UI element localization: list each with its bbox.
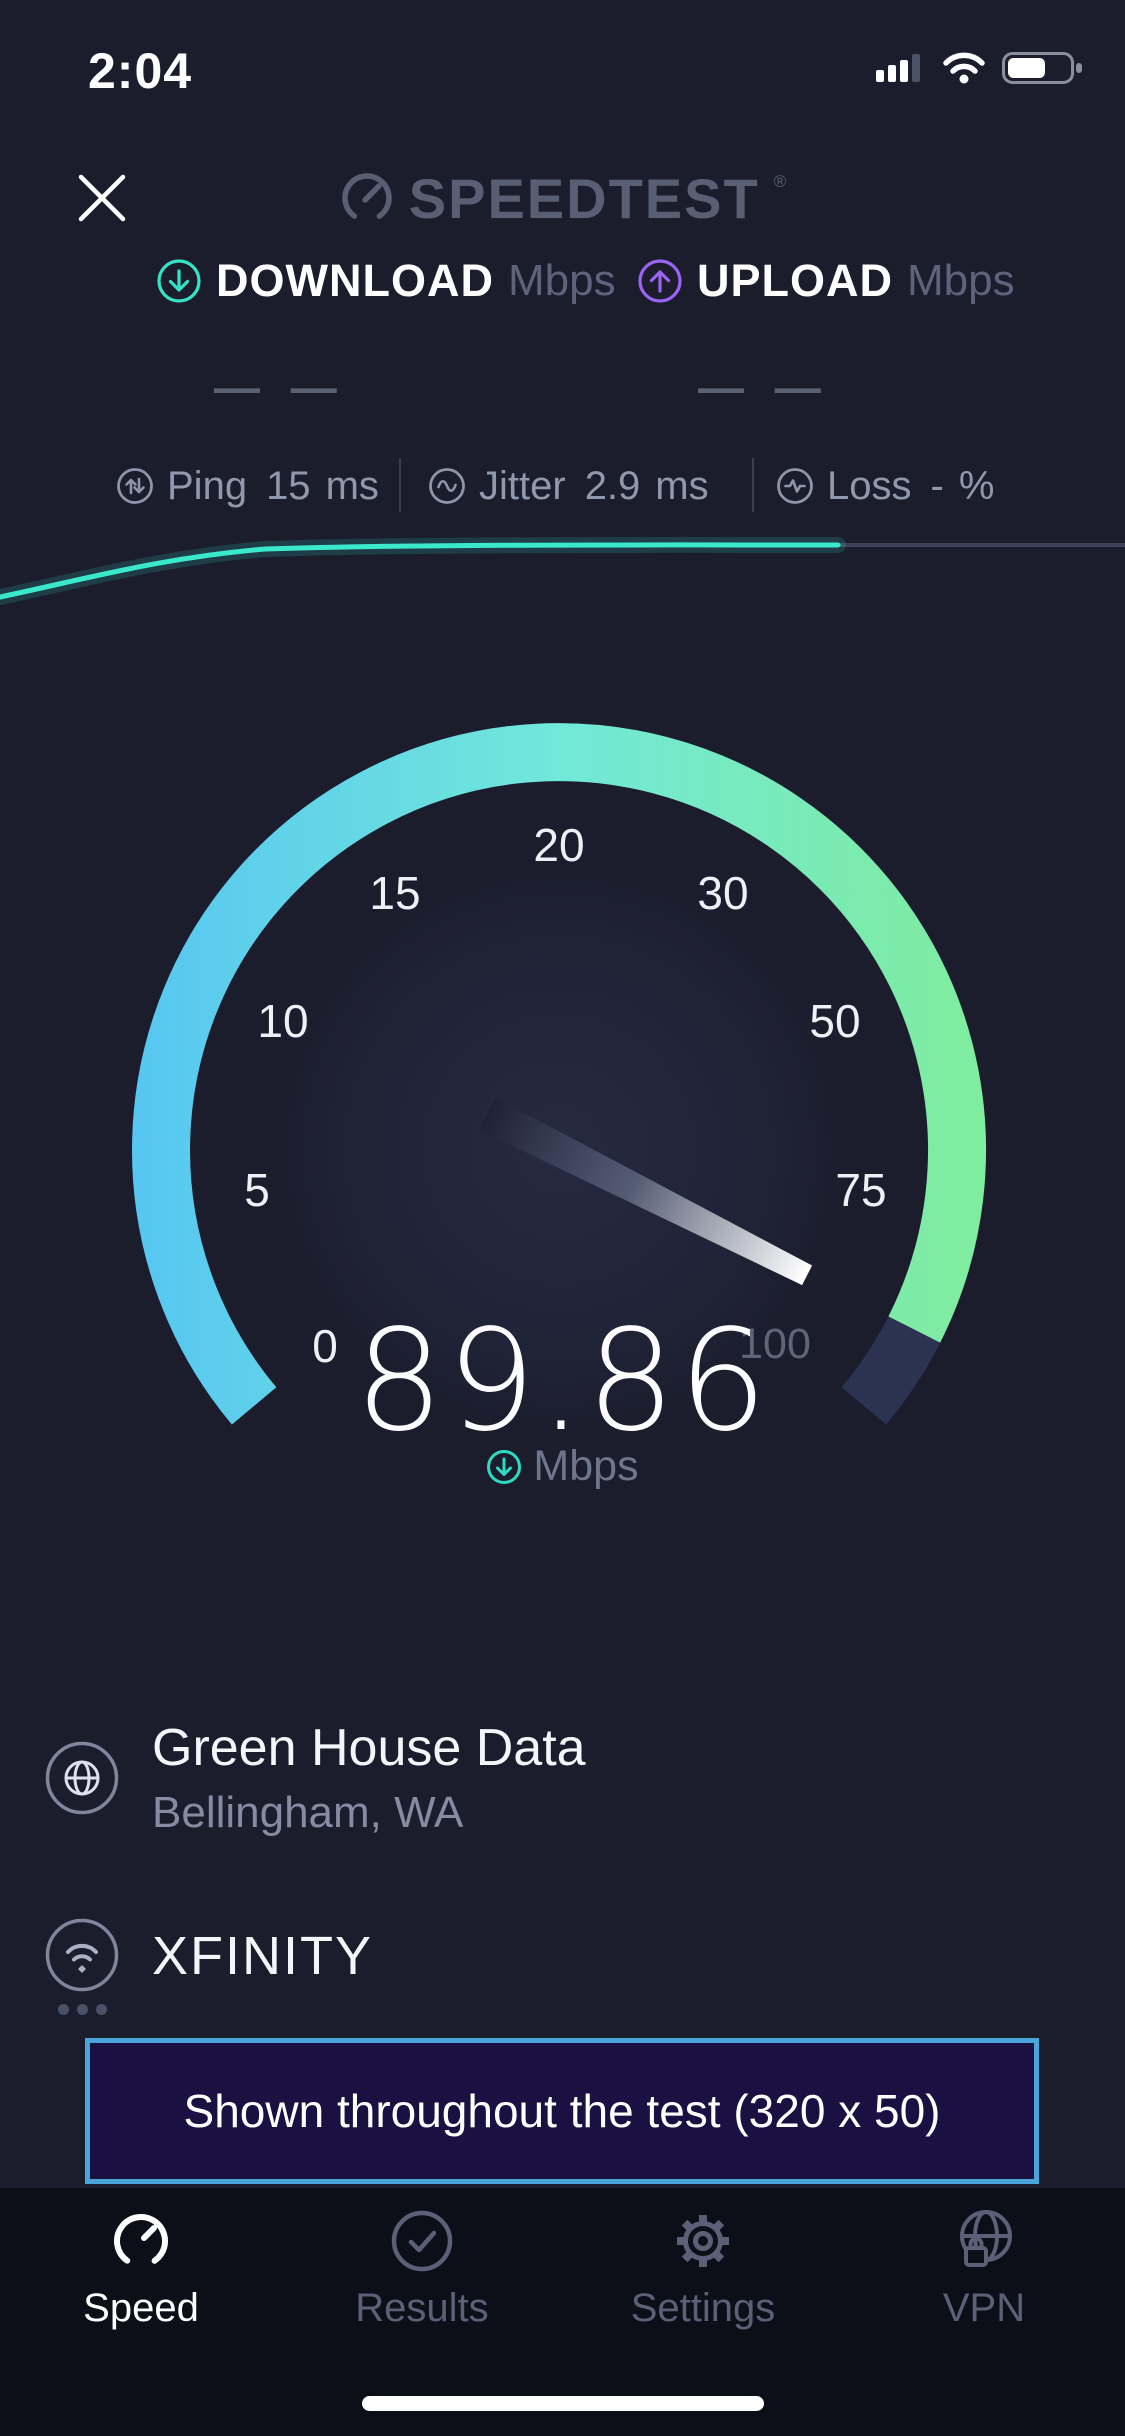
upload-label: UPLOAD — [697, 255, 893, 306]
current-speed-unit: Mbps — [533, 1442, 639, 1490]
gauge-tick-10: 10 — [257, 995, 308, 1047]
server-name: Green House Data — [152, 1719, 586, 1777]
ping-label: Ping — [167, 463, 248, 508]
logo-wordmark: SPEEDTEST — [408, 166, 760, 230]
battery-icon — [1002, 52, 1082, 84]
tab-settings-label: Settings — [630, 2286, 776, 2330]
results-tab-check-icon — [391, 2210, 453, 2272]
stats-divider — [752, 458, 754, 512]
download-arrow-icon — [157, 259, 201, 303]
loss-label: Loss — [827, 463, 912, 508]
jitter-value: 2.9 — [584, 463, 641, 508]
gauge-tick-50: 50 — [809, 995, 860, 1047]
current-speed-value: 89.86 — [354, 1300, 771, 1463]
download-metric: DOWNLOAD Mbps — [156, 253, 616, 309]
loss-value: - — [930, 463, 944, 508]
server-globe-icon — [45, 1741, 119, 1815]
gauge-tick-5: 5 — [244, 1164, 270, 1216]
tab-speed[interactable]: Speed — [31, 2208, 251, 2331]
change-server-ellipsis[interactable] — [58, 2004, 107, 2015]
status-time: 2:04 — [88, 43, 193, 99]
gauge-needle — [479, 1097, 813, 1286]
tab-settings[interactable]: Settings — [593, 2208, 813, 2331]
ad-text: Shown throughout the test (320 x 50) — [183, 2085, 941, 2137]
ping-stat: Ping 15 ms — [116, 458, 379, 514]
home-indicator[interactable] — [362, 2396, 764, 2411]
current-speed-unit-row: Mbps — [0, 1442, 1125, 1491]
loss-unit: % — [958, 463, 995, 508]
isp-name: XFINITY — [152, 1926, 374, 1986]
gauge-progress-arc — [132, 723, 986, 1425]
speedtest-logo: SPEEDTEST ® — [0, 166, 1125, 230]
upload-metric: UPLOAD Mbps — [637, 253, 1015, 309]
gauge-dial-face — [187, 778, 931, 1480]
tab-results-label: Results — [355, 2286, 489, 2330]
ad-banner[interactable]: Shown throughout the test (320 x 50) — [85, 2038, 1039, 2184]
ping-unit: ms — [325, 463, 379, 508]
jitter-stat: Jitter 2.9 ms — [428, 458, 709, 514]
gauge-tick-30: 30 — [697, 867, 748, 919]
download-label: DOWNLOAD — [216, 255, 494, 306]
speed-tab-gauge-icon — [114, 2214, 168, 2268]
gauge-tick-20: 20 — [533, 819, 584, 871]
wifi-status-icon — [943, 52, 985, 84]
jitter-icon — [429, 468, 465, 504]
download-arrow-icon — [487, 1449, 522, 1484]
cellular-signal-icon — [876, 54, 920, 82]
speed-progress-line-chart — [0, 536, 1125, 605]
upload-value-placeholder: — — — [698, 361, 830, 413]
ping-icon — [117, 468, 153, 504]
stats-divider — [399, 458, 401, 512]
loss-stat: Loss - % — [776, 458, 994, 514]
upload-unit: Mbps — [907, 256, 1015, 305]
speedtest-gauge-logo-icon — [342, 173, 392, 223]
tab-vpn-label: VPN — [942, 2286, 1026, 2330]
server-location: Bellingham, WA — [152, 1788, 464, 1837]
tab-results[interactable]: Results — [312, 2208, 532, 2331]
speed-gauge: 0 5 10 15 20 30 50 75 100 — [132, 723, 986, 1480]
download-unit: Mbps — [507, 256, 616, 305]
settings-tab-gear-icon — [677, 2215, 729, 2267]
jitter-unit: ms — [655, 463, 709, 508]
upload-arrow-icon — [638, 259, 682, 303]
gauge-tick-15: 15 — [369, 867, 420, 919]
jitter-label: Jitter — [479, 463, 566, 508]
close-icon[interactable] — [76, 172, 128, 224]
gauge-tick-0: 0 — [312, 1320, 338, 1372]
vpn-tab-globe-lock-icon — [960, 2210, 1012, 2267]
registered-mark: ® — [773, 172, 787, 191]
packet-loss-icon — [777, 468, 813, 504]
gauge-tick-100: 100 — [739, 1320, 811, 1368]
isp-wifi-icon — [45, 1918, 119, 1992]
tab-bar: Speed Results Settings — [0, 2188, 1125, 2436]
tab-speed-label: Speed — [83, 2286, 199, 2330]
download-value-placeholder: — — — [214, 361, 346, 413]
ping-value: 15 — [266, 463, 311, 508]
gauge-tick-75: 75 — [835, 1164, 886, 1216]
tab-vpn[interactable]: VPN — [874, 2208, 1094, 2331]
